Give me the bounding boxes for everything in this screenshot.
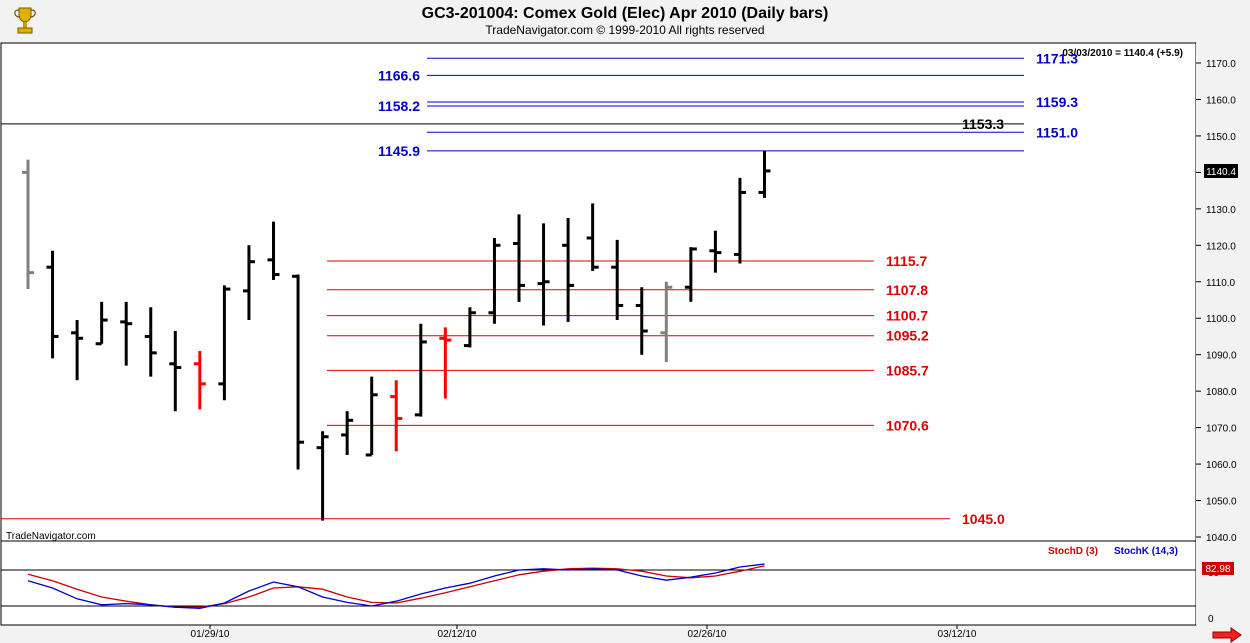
ohlc-bar	[537, 223, 550, 326]
price-tick-label: 1110.0	[1206, 278, 1236, 289]
ohlc-bar	[144, 307, 157, 377]
ohlc-bar	[365, 376, 378, 457]
ohlc-bar	[414, 323, 427, 417]
stoch-value-tag: 82.98	[1205, 564, 1230, 575]
level-label: 1166.6	[378, 67, 420, 83]
level-label: 1107.8	[886, 282, 928, 298]
quote-readout: 03/03/2010 = 1140.4 (+5.9)	[1062, 48, 1183, 59]
trophy-icon[interactable]	[12, 4, 38, 36]
chart-title: GC3-201004: Comex Gold (Elec) Apr 2010 (…	[422, 5, 829, 22]
price-tick-label: 1160.0	[1206, 95, 1236, 106]
price-tick-label: 1090.0	[1206, 351, 1237, 362]
level-label: 1153.3	[962, 116, 1004, 132]
level-label: 1095.2	[886, 328, 929, 344]
price-axis-strip	[1196, 43, 1249, 625]
level-label: 1115.7	[886, 253, 927, 269]
level-label: 1085.7	[886, 362, 929, 378]
ohlc-bar	[635, 287, 648, 355]
price-tick-label: 1080.0	[1206, 387, 1237, 398]
ohlc-bar	[439, 327, 452, 399]
chart-subtitle: TradeNavigator.com © 1999-2010 All right…	[485, 23, 764, 37]
level-label: 1158.2	[378, 98, 420, 114]
ohlc-bar	[292, 274, 305, 470]
levels-layer: 1171.3 1166.6 1159.3 1158.2 1153.3 1151.0 1145…	[1, 50, 1078, 527]
price-tick-label: 1120.0	[1206, 241, 1236, 252]
level-label: 1171.3	[1036, 50, 1078, 66]
level-label: 1145.9	[378, 143, 420, 159]
level-label: 1151.0	[1036, 124, 1078, 140]
last-price-tag: 1140.4	[1206, 167, 1236, 178]
price-tick-label: 1070.0	[1206, 424, 1237, 435]
price-axis: 1170.01160.01150.01140.01130.01120.01110…	[1196, 59, 1237, 544]
ohlc-bar	[562, 217, 575, 322]
ohlc-bar	[242, 245, 255, 321]
date-tick-label: 03/12/10	[938, 629, 977, 640]
ohlc-bar	[488, 238, 501, 324]
ohlc-bar	[463, 307, 476, 348]
level-label: 1100.7	[886, 308, 928, 324]
date-axis: 01/29/10 02/12/10 02/26/10 03/12/10	[191, 625, 977, 640]
price-tick-label: 1130.0	[1206, 205, 1236, 216]
stoch-k-line	[27, 563, 765, 610]
ohlc-bar	[95, 301, 108, 346]
ohlc-bar	[341, 411, 354, 455]
ohlc-bar	[733, 177, 746, 264]
ohlc-bar	[71, 320, 84, 381]
ohlc-bar	[390, 380, 403, 452]
arrow-right-icon[interactable]	[1212, 627, 1242, 643]
stoch-tick-0: 0	[1208, 614, 1214, 625]
price-panel	[0, 42, 1197, 542]
watermark: TradeNavigator.com	[6, 531, 96, 542]
ohlc-bar	[193, 351, 206, 410]
date-tick-label: 02/26/10	[688, 629, 727, 640]
ohlc-bar	[120, 301, 133, 366]
stoch-k-label: StochK (14,3)	[1114, 546, 1178, 557]
ohlc-bar	[611, 239, 624, 321]
price-tick-label: 1170.0	[1206, 59, 1236, 70]
last-price-tag-bg	[1204, 164, 1238, 178]
ohlc-bar	[684, 247, 697, 302]
stoch-d-label: StochD (3)	[1048, 546, 1098, 557]
price-tick-label: 1050.0	[1206, 497, 1237, 508]
stoch-value-tag-bg	[1202, 562, 1234, 575]
level-label: 1045.0	[962, 511, 1005, 527]
date-tick-label: 01/29/10	[191, 629, 230, 640]
ohlc-bar	[513, 214, 525, 302]
ohlc-bar	[758, 150, 771, 198]
ohlc-bar	[169, 330, 182, 412]
ohlc-bar	[267, 221, 280, 280]
ohlc-bar	[46, 250, 59, 359]
ohlc-bar	[586, 203, 599, 271]
ohlc-bar	[218, 285, 231, 401]
price-tick-label: 1150.0	[1206, 132, 1236, 143]
indicator-panel	[0, 540, 1197, 626]
level-label: 1159.3	[1036, 94, 1078, 110]
price-tick-label: 1040.0	[1206, 533, 1237, 544]
price-tick-label: 1060.0	[1206, 460, 1237, 471]
date-tick-label: 02/12/10	[438, 629, 477, 640]
ohlc-bar	[22, 159, 34, 290]
ohlc-bar	[316, 431, 329, 521]
ohlc-bar	[709, 230, 722, 273]
level-label: 1070.6	[886, 417, 929, 433]
ohlc-bar	[660, 281, 673, 362]
price-tick-label: 1100.0	[1206, 314, 1236, 325]
stochastic-panel	[1, 563, 1196, 610]
bars-layer	[22, 150, 771, 521]
